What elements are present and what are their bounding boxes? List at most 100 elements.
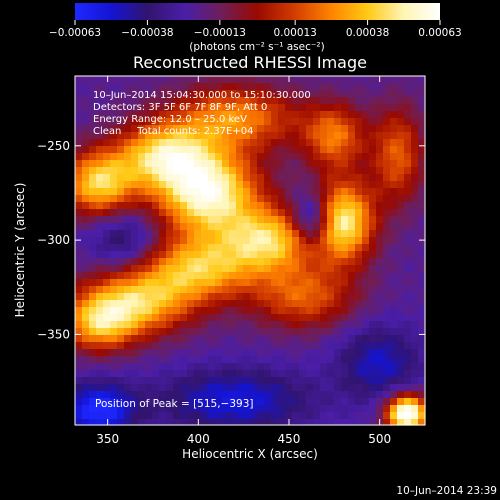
heatmap-cell (313, 377, 321, 385)
heatmap-cell (348, 90, 356, 98)
heatmap-cell (411, 90, 419, 98)
heatmap-cell (271, 307, 279, 315)
heatmap-cell (404, 181, 412, 189)
heatmap-cell (222, 300, 230, 308)
heatmap-cell (306, 237, 314, 245)
heatmap-cell (320, 209, 328, 217)
heatmap-cell (383, 293, 391, 301)
heatmap-cell (222, 286, 230, 294)
heatmap-cell (194, 384, 202, 392)
heatmap-cell (418, 244, 426, 252)
heatmap-cell (110, 181, 118, 189)
heatmap-cell (404, 118, 412, 126)
heatmap-cell (208, 104, 216, 112)
heatmap-cell (236, 118, 244, 126)
heatmap-cell (152, 132, 160, 140)
axis-ticks: 350 400 450 500−250−300−350 (37, 76, 425, 446)
heatmap-cell (187, 132, 195, 140)
heatmap-cell (236, 335, 244, 343)
heatmap-cell (390, 244, 398, 252)
heatmap-cell (173, 160, 181, 168)
heatmap-cell (131, 377, 139, 385)
heatmap-cell (355, 230, 363, 238)
heatmap-cell (362, 139, 370, 147)
heatmap-cell (250, 265, 258, 273)
heatmap-cell (341, 307, 349, 315)
heatmap-cell (89, 223, 97, 231)
heatmap-cell (418, 111, 426, 119)
heatmap-cell (89, 111, 97, 119)
heatmap-cell (285, 272, 293, 280)
heatmap-cell (257, 223, 265, 231)
heatmap-cell (390, 167, 398, 175)
heatmap-cell (180, 209, 188, 217)
heatmap-cell (278, 139, 286, 147)
heatmap-cell (278, 265, 286, 273)
heatmap-cell (341, 272, 349, 280)
heatmap-cell (271, 216, 279, 224)
heatmap-cell (75, 321, 83, 329)
heatmap-cell (180, 377, 188, 385)
heatmap-cell (376, 125, 384, 133)
heatmap-cell (376, 251, 384, 259)
heatmap-cell (397, 125, 405, 133)
heatmap-cell (369, 328, 377, 336)
heatmap-cell (404, 335, 412, 343)
heatmap-cell (299, 419, 307, 426)
heatmap-cell (320, 160, 328, 168)
heatmap-cell (166, 321, 174, 329)
heatmap-cell (194, 209, 202, 217)
heatmap-cell (222, 272, 230, 280)
heatmap-cell (96, 230, 104, 238)
heatmap-cell (411, 76, 419, 84)
heatmap-cell (103, 244, 111, 252)
heatmap-cell (299, 293, 307, 301)
heatmap-cell (313, 244, 321, 252)
heatmap-cell (124, 139, 132, 147)
heatmap-cell (89, 265, 97, 273)
heatmap-cell (376, 202, 384, 210)
heatmap-cell (145, 244, 153, 252)
heatmap-cell (250, 391, 258, 399)
heatmap-cell (236, 146, 244, 154)
heatmap-cell (411, 300, 419, 308)
heatmap-cell (180, 265, 188, 273)
heatmap-cell (131, 125, 139, 133)
heatmap-cell (320, 216, 328, 224)
heatmap-cell (201, 209, 209, 217)
heatmap-cell (369, 90, 377, 98)
heatmap-cell (229, 419, 237, 426)
heatmap-cell (103, 181, 111, 189)
heatmap-cell (138, 314, 146, 322)
heatmap-cell (362, 384, 370, 392)
heatmap-cell (89, 237, 97, 245)
heatmap-cell (271, 321, 279, 329)
heatmap-cell (299, 125, 307, 133)
heatmap-cell (117, 104, 125, 112)
heatmap-cell (138, 244, 146, 252)
heatmap-cell (257, 321, 265, 329)
heatmap-cell (187, 293, 195, 301)
heatmap-cell (138, 300, 146, 308)
heatmap-cell (152, 111, 160, 119)
heatmap-cell (187, 405, 195, 413)
heatmap-cell (103, 209, 111, 217)
heatmap-cell (250, 258, 258, 266)
heatmap-cell (404, 370, 412, 378)
heatmap-cell (250, 314, 258, 322)
heatmap-cell (201, 384, 209, 392)
heatmap-cell (264, 405, 272, 413)
heatmap-cell (124, 244, 132, 252)
heatmap-cell (180, 237, 188, 245)
heatmap-cell (404, 160, 412, 168)
heatmap-cell (117, 132, 125, 140)
heatmap-cell (229, 104, 237, 112)
heatmap-cell (348, 356, 356, 364)
heatmap-cell (124, 265, 132, 273)
heatmap-cell (278, 244, 286, 252)
heatmap-cell (124, 279, 132, 287)
heatmap-cell (334, 83, 342, 91)
heatmap-cell (124, 293, 132, 301)
heatmap-cell (194, 342, 202, 350)
heatmap-cell (334, 209, 342, 217)
